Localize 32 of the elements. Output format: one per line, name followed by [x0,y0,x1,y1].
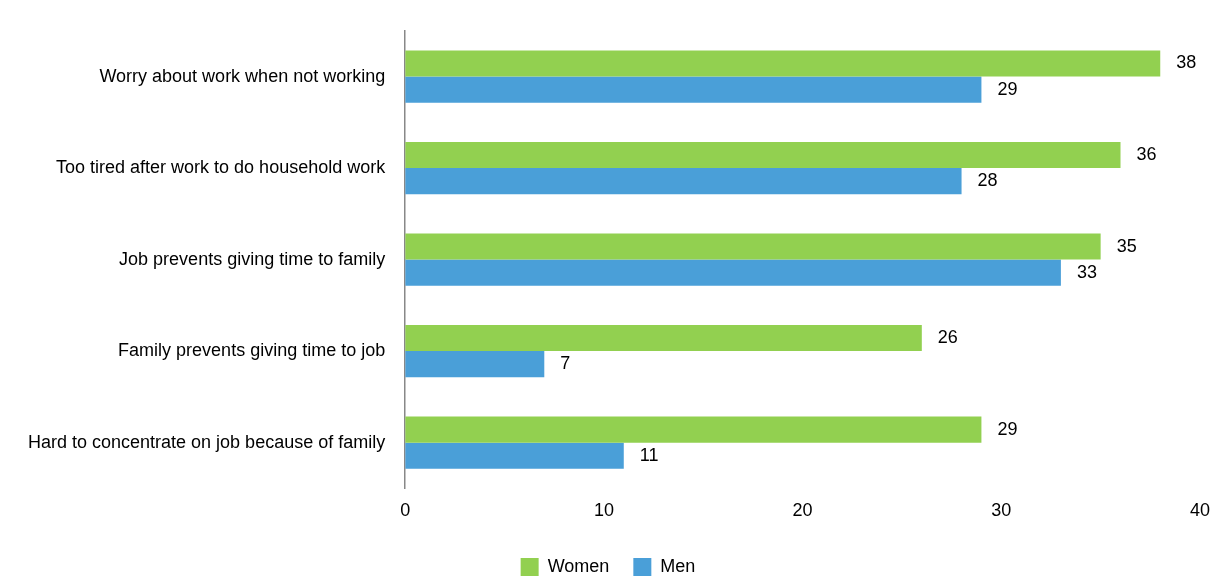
y-tick-label: Hard to concentrate on job because of family [27,431,386,452]
x-tick-label: 0 [400,500,411,521]
y-tick-label: Worry about work when not working [99,65,386,86]
bar [405,233,1101,260]
data-label: 35 [1116,235,1137,256]
legend-label: Women [547,555,610,576]
bar [405,442,624,469]
bar [405,50,1161,77]
x-tick-label: 40 [1189,500,1210,521]
bar [405,259,1061,286]
data-label: 38 [1176,52,1197,73]
data-label: 7 [560,353,571,374]
data-label: 29 [997,78,1018,99]
y-tick-label: Family prevents giving time to job [118,340,386,361]
bar [405,351,545,378]
x-tick-label: 30 [991,500,1012,521]
bar [405,142,1121,169]
data-label: 28 [977,170,998,191]
data-label: 33 [1076,261,1097,282]
y-tick-label: Too tired after work to do household work [56,157,387,178]
x-tick-label: 20 [792,500,813,521]
bar [405,416,982,443]
data-label: 29 [997,418,1018,439]
legend-label: Men [660,555,696,576]
data-label: 26 [937,327,958,348]
bar [405,168,962,195]
data-label: 36 [1136,144,1157,165]
data-label: 11 [639,444,659,465]
y-tick-label: Job prevents giving time to family [119,248,386,269]
x-tick-label: 10 [593,500,614,521]
bar [405,325,922,352]
bar [405,76,982,103]
